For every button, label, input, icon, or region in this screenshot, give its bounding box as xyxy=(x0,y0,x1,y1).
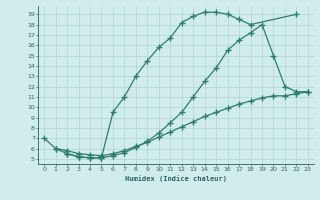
X-axis label: Humidex (Indice chaleur): Humidex (Indice chaleur) xyxy=(125,175,227,182)
